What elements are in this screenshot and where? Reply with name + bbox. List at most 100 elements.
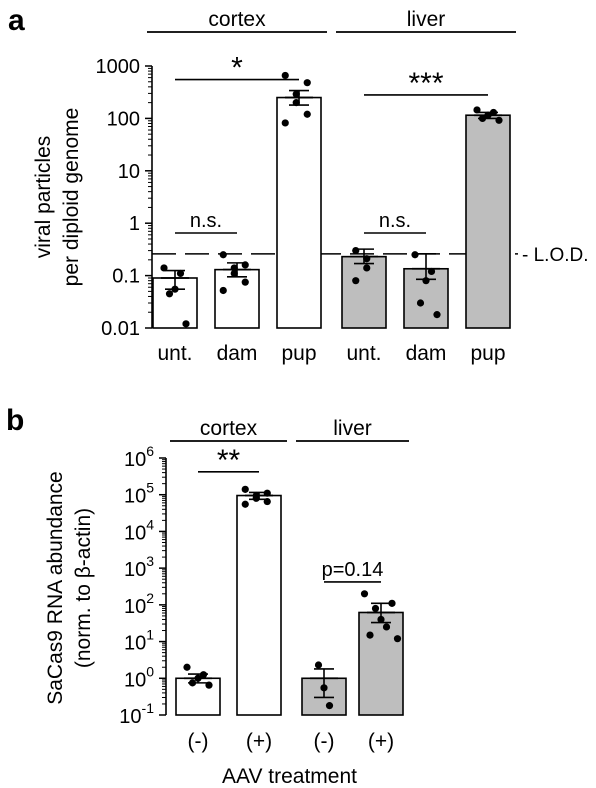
x-tick-label: pup [470, 342, 505, 365]
data-point [422, 277, 430, 285]
significance-label: n.s. [190, 210, 222, 232]
x-tick-label: dam [406, 342, 447, 365]
group-label: cortex [208, 8, 266, 31]
data-point [352, 246, 360, 255]
y-tick-exponent: 6 [146, 443, 154, 459]
y-tick-base: 10 [124, 559, 146, 581]
data-point [241, 278, 249, 286]
y-axis-title: viral particles [32, 136, 55, 259]
data-point [199, 671, 208, 679]
data-point [176, 269, 185, 278]
significance-label: * [231, 52, 243, 85]
panel-a: a 0.01 0.1 1 10 100 1000 viral particles per dip… [8, 4, 589, 365]
y-tick-label: 106 [124, 443, 154, 471]
y-tick-base: 10 [124, 449, 146, 471]
data-point [219, 251, 227, 259]
data-point [252, 494, 260, 502]
data-point [366, 631, 374, 639]
significance-label: ** [217, 444, 241, 477]
y-tick-exponent: 1 [146, 627, 154, 643]
y-tick-base: 10 [124, 522, 146, 544]
data-point [495, 116, 503, 124]
y-tick-label: 102 [124, 590, 154, 618]
significance-label: *** [408, 67, 443, 100]
data-point [363, 264, 371, 272]
y-tick-base: 10 [124, 486, 146, 508]
data-point [188, 679, 197, 687]
data-point [377, 615, 385, 624]
bar [465, 114, 511, 329]
y-tick-exponent: -1 [142, 700, 155, 716]
data-point [281, 119, 289, 127]
panel-label: b [6, 404, 24, 437]
y-tick-label: 1 [129, 213, 140, 235]
y-tick-exponent: 0 [146, 663, 154, 679]
bar [276, 96, 322, 329]
data-point [325, 702, 334, 710]
y-axis-title: per diploid genome [60, 108, 83, 287]
data-point [205, 681, 213, 689]
data-point [360, 590, 369, 598]
x-tick-label: (-) [314, 730, 335, 753]
data-point [427, 267, 436, 276]
y-tick-label: 100 [107, 108, 140, 130]
data-point [416, 299, 425, 307]
data-point [182, 320, 190, 328]
x-tick-label: pup [281, 342, 316, 365]
y-tick-base: 10 [124, 596, 146, 618]
y-axis-title: (norm. to β-actin) [72, 508, 95, 668]
data-point [230, 264, 238, 272]
data-point [320, 684, 328, 692]
y-axis-title: SaCas9 RNA abundance [44, 471, 67, 705]
data-point [241, 261, 249, 269]
data-point [219, 286, 227, 295]
lod-label: - L.O.D. [522, 245, 589, 266]
y-tick-label: 100 [124, 663, 154, 691]
y-tick-label: 101 [124, 627, 154, 655]
data-point [241, 500, 249, 508]
y-tick-base: 10 [124, 633, 146, 655]
group-label: cortex [200, 417, 258, 440]
data-point [183, 663, 191, 671]
y-tick-exponent: 3 [146, 553, 154, 569]
data-point [171, 285, 179, 293]
group-label: liver [333, 417, 372, 440]
y-tick-label: 10-1 [119, 700, 154, 728]
data-point [160, 264, 168, 272]
data-point [241, 485, 249, 493]
data-point [433, 311, 441, 319]
x-tick-label: unt. [157, 342, 192, 365]
data-point [484, 111, 492, 119]
data-point [281, 71, 289, 80]
y-tick-label: 0.01 [101, 318, 140, 340]
x-tick-label: unt. [346, 342, 381, 365]
bar [175, 677, 221, 716]
y-tick-exponent: 2 [146, 590, 154, 606]
data-point [371, 604, 380, 613]
y-tick-label: 104 [124, 516, 154, 544]
data-point [165, 290, 174, 298]
x-tick-label: dam [217, 342, 258, 365]
data-point [382, 623, 391, 631]
data-point [363, 255, 371, 263]
panel-label: a [8, 4, 25, 37]
significance-label: p=0.14 [322, 559, 384, 581]
data-point [388, 599, 396, 607]
data-point [292, 99, 300, 107]
y-tick-exponent: 5 [146, 480, 154, 496]
y-tick-label: 10 [118, 161, 140, 183]
x-axis-title: AAV treatment [222, 765, 357, 788]
x-tick-label: (-) [188, 730, 209, 753]
y-tick-label: 0.1 [112, 266, 140, 288]
data-point [263, 489, 271, 497]
data-point [393, 635, 402, 643]
data-point [314, 661, 323, 669]
data-point [352, 277, 360, 285]
y-tick-label: 1000 [96, 56, 141, 78]
y-tick-label: 103 [124, 553, 154, 581]
group-label: liver [407, 8, 446, 31]
data-point [263, 497, 271, 506]
data-point [303, 110, 311, 118]
